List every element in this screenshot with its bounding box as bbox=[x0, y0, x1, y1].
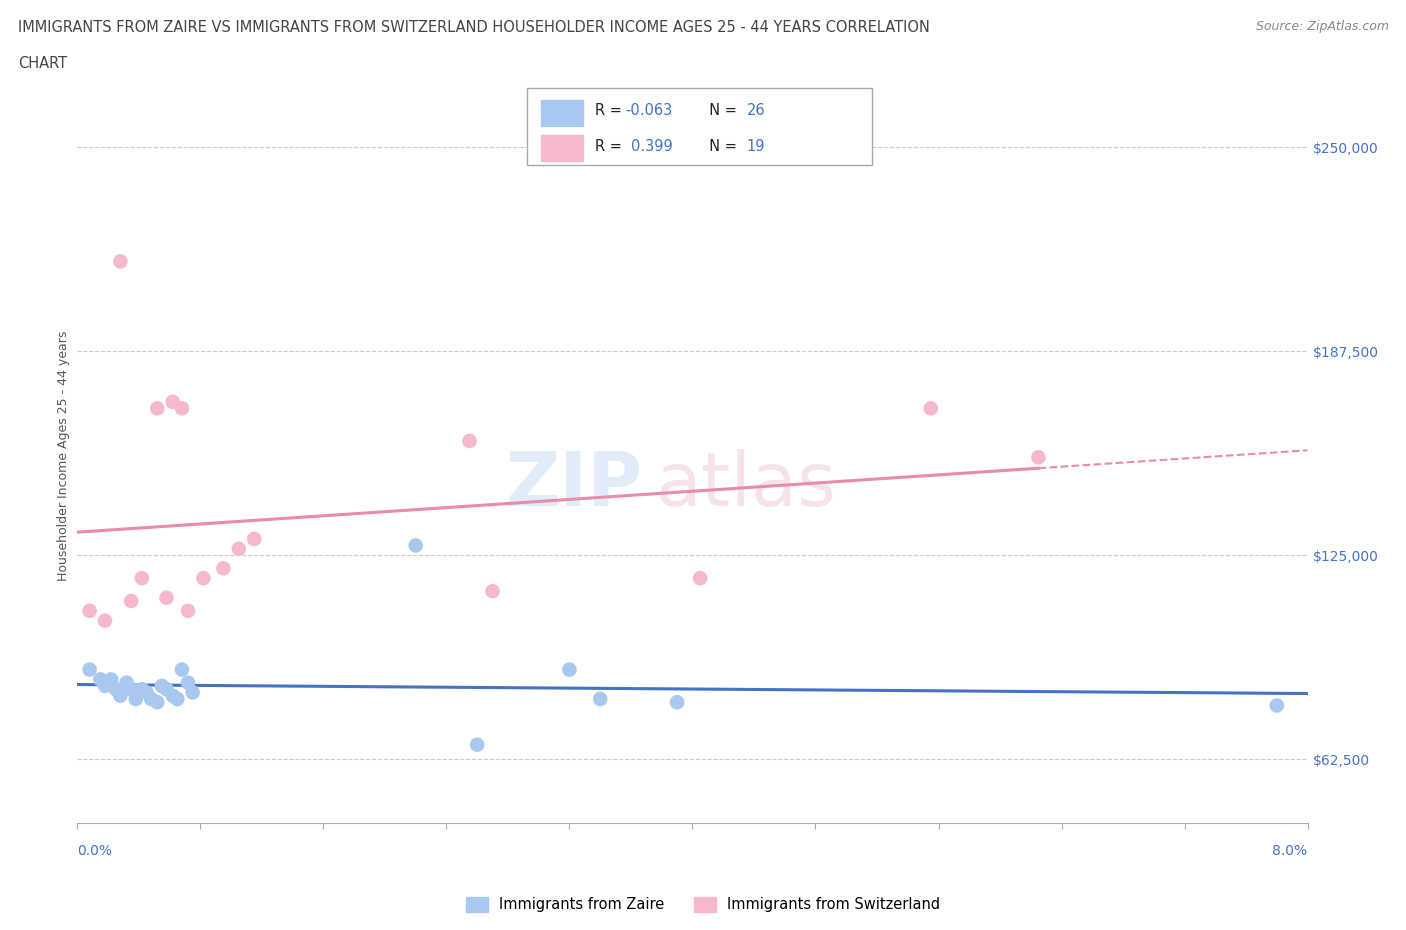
Point bbox=[228, 541, 250, 556]
Text: 19: 19 bbox=[747, 140, 765, 154]
Text: 0.0%: 0.0% bbox=[77, 844, 112, 858]
Point bbox=[79, 604, 101, 618]
Point bbox=[110, 688, 132, 703]
Point bbox=[920, 401, 942, 416]
Point bbox=[458, 433, 481, 448]
Point bbox=[170, 662, 193, 677]
Point bbox=[146, 401, 169, 416]
Y-axis label: Householder Income Ages 25 - 44 years: Householder Income Ages 25 - 44 years bbox=[58, 330, 70, 581]
Point bbox=[155, 682, 177, 697]
Point bbox=[155, 591, 177, 605]
Point bbox=[89, 672, 111, 687]
Point bbox=[131, 571, 153, 586]
Text: atlas: atlas bbox=[655, 448, 837, 522]
Text: 26: 26 bbox=[747, 103, 765, 118]
Point bbox=[120, 682, 142, 697]
Point bbox=[146, 695, 169, 710]
Text: -0.063: -0.063 bbox=[626, 103, 673, 118]
Point bbox=[104, 682, 127, 697]
Point bbox=[125, 692, 148, 707]
Point bbox=[243, 532, 266, 547]
Point bbox=[589, 692, 612, 707]
Point bbox=[405, 538, 427, 553]
Text: R =: R = bbox=[595, 103, 626, 118]
Point bbox=[481, 584, 503, 599]
Point bbox=[100, 672, 122, 687]
Point bbox=[170, 401, 193, 416]
Point bbox=[1028, 450, 1050, 465]
Text: N =: N = bbox=[700, 140, 742, 154]
Point bbox=[94, 679, 117, 694]
Point bbox=[150, 679, 173, 694]
Point bbox=[115, 675, 138, 690]
Point bbox=[465, 737, 488, 752]
Point bbox=[120, 593, 142, 608]
Point bbox=[94, 613, 117, 628]
Point bbox=[177, 604, 200, 618]
Legend: Immigrants from Zaire, Immigrants from Switzerland: Immigrants from Zaire, Immigrants from S… bbox=[460, 891, 946, 918]
Point bbox=[689, 571, 711, 586]
Point bbox=[666, 695, 689, 710]
Text: R =: R = bbox=[595, 140, 626, 154]
Point bbox=[135, 685, 157, 700]
Text: ZIP: ZIP bbox=[506, 448, 644, 522]
Point bbox=[181, 685, 204, 700]
Point bbox=[141, 692, 163, 707]
Text: N =: N = bbox=[700, 103, 742, 118]
Text: 0.399: 0.399 bbox=[631, 140, 673, 154]
Text: IMMIGRANTS FROM ZAIRE VS IMMIGRANTS FROM SWITZERLAND HOUSEHOLDER INCOME AGES 25 : IMMIGRANTS FROM ZAIRE VS IMMIGRANTS FROM… bbox=[18, 20, 931, 35]
Text: Source: ZipAtlas.com: Source: ZipAtlas.com bbox=[1256, 20, 1389, 33]
Point bbox=[166, 692, 188, 707]
Point bbox=[79, 662, 101, 677]
Point bbox=[193, 571, 215, 586]
Point bbox=[212, 561, 235, 576]
Text: CHART: CHART bbox=[18, 56, 67, 71]
Point bbox=[162, 688, 184, 703]
Text: 8.0%: 8.0% bbox=[1272, 844, 1308, 858]
Point bbox=[162, 394, 184, 409]
Point bbox=[177, 675, 200, 690]
Point bbox=[110, 254, 132, 269]
Point bbox=[558, 662, 581, 677]
Point bbox=[1265, 698, 1288, 713]
Point bbox=[131, 682, 153, 697]
